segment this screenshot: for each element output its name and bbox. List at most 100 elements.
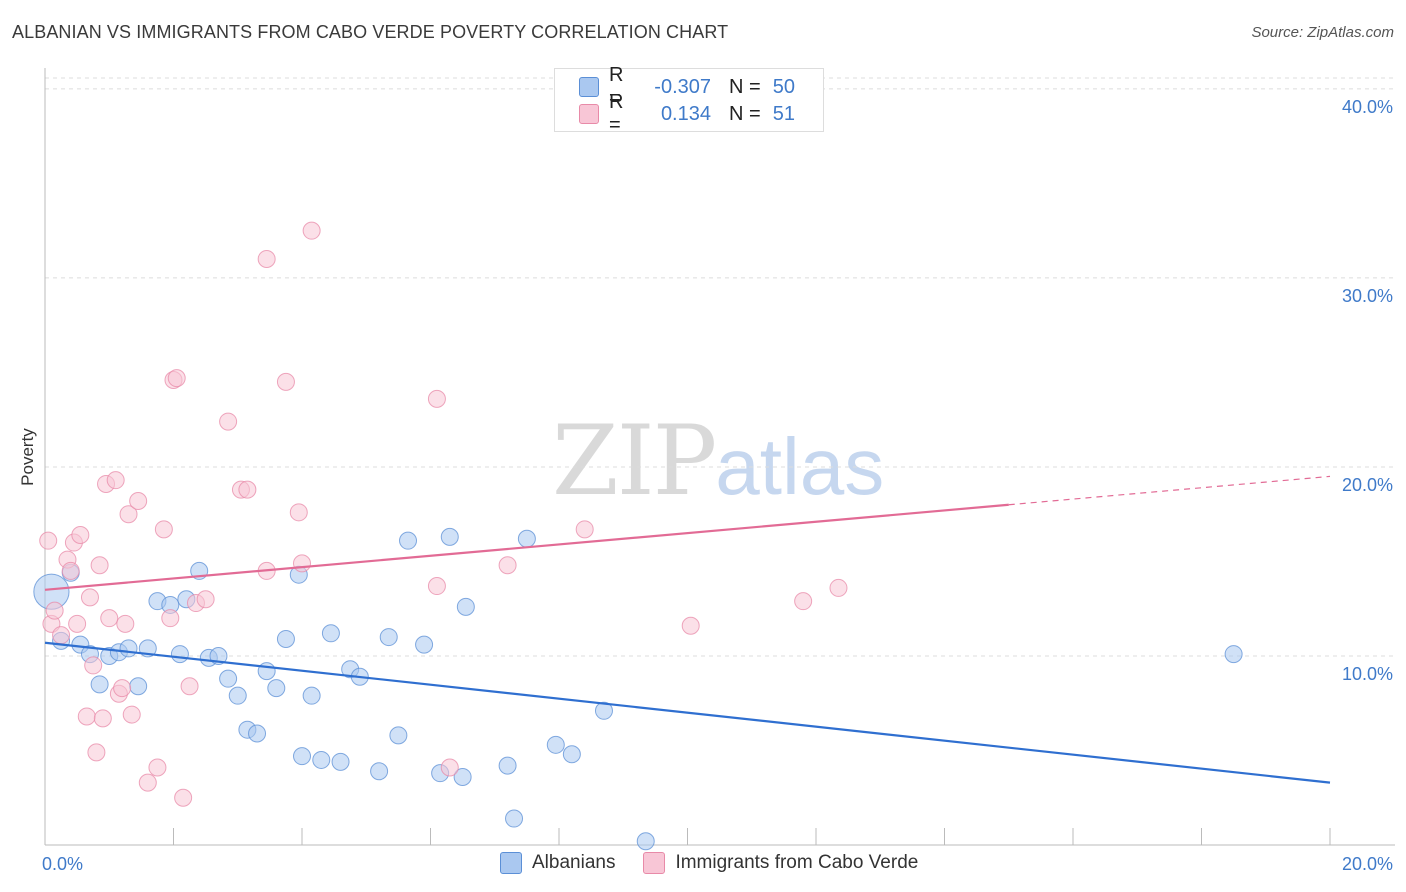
point-albanians: [379, 628, 398, 647]
point-cabo-verde: [167, 369, 186, 388]
y-tick-label: 30.0%: [1342, 286, 1393, 306]
point-cabo-verde: [100, 609, 119, 628]
r-value-cabo-verde: 0.134: [660, 102, 711, 125]
point-cabo-verde: [427, 389, 446, 408]
point-albanians: [594, 701, 613, 720]
point-cabo-verde: [829, 578, 848, 597]
point-albanians: [1224, 645, 1243, 664]
point-cabo-verde: [174, 788, 193, 807]
point-cabo-verde: [575, 520, 594, 539]
point-albanians: [170, 645, 189, 664]
n-label: N =: [729, 102, 761, 125]
r-value-albanians: -0.307: [654, 75, 711, 98]
point-cabo-verde: [293, 554, 311, 573]
legend-label-albanians: Albanians: [532, 852, 616, 873]
y-axis-label: Poverty: [18, 428, 37, 486]
point-cabo-verde: [129, 491, 148, 510]
point-albanians: [498, 756, 517, 775]
trendline-cabo-verde: [44, 503, 1009, 591]
point-cabo-verde: [113, 679, 132, 698]
point-cabo-verde: [148, 758, 167, 777]
point-cabo-verde: [138, 773, 157, 792]
point-albanians: [440, 527, 459, 546]
point-albanians: [219, 669, 238, 688]
point-albanians: [331, 752, 350, 771]
point-cabo-verde: [61, 561, 80, 580]
point-cabo-verde: [161, 609, 180, 628]
point-cabo-verde: [87, 743, 106, 762]
point-albanians: [119, 639, 138, 658]
albanians-swatch: [579, 77, 599, 97]
point-cabo-verde: [106, 471, 125, 490]
point-cabo-verde: [122, 705, 141, 724]
point-albanians: [129, 677, 148, 696]
point-cabo-verde: [39, 531, 58, 550]
point-cabo-verde: [238, 480, 257, 499]
point-albanians: [293, 747, 311, 766]
point-albanians: [302, 686, 321, 705]
trendline-albanians: [44, 641, 1331, 784]
stats-row-albanians: R = -0.307 N = 50: [579, 64, 795, 109]
point-cabo-verde: [302, 221, 321, 240]
point-albanians: [636, 832, 655, 851]
stats-legend: R = -0.307 N = 50 R = 0.134 N = 51: [554, 64, 824, 136]
cabo-verde-swatch: [579, 104, 599, 124]
point-albanians: [456, 597, 475, 616]
point-cabo-verde: [289, 503, 308, 522]
point-albanians: [453, 767, 472, 786]
point-cabo-verde: [681, 616, 700, 635]
y-tick-label: 20.0%: [1342, 475, 1393, 495]
point-albanians: [546, 735, 565, 754]
r-label: R =: [609, 64, 624, 109]
point-cabo-verde: [45, 601, 64, 620]
legend-item-cabo-verde[interactable]: Immigrants from Cabo Verde: [643, 852, 918, 874]
point-cabo-verde: [80, 588, 99, 607]
legend-label-cabo-verde: Immigrants from Cabo Verde: [675, 852, 919, 873]
point-albanians: [267, 679, 286, 698]
point-cabo-verde: [52, 626, 71, 645]
point-cabo-verde: [257, 250, 276, 269]
stats-row-cabo-verde: R = 0.134 N = 51: [579, 91, 795, 136]
point-cabo-verde: [119, 505, 138, 524]
point-albanians: [312, 750, 331, 769]
point-albanians: [321, 624, 340, 643]
x-tick-label: 20.0%: [1342, 854, 1393, 874]
point-cabo-verde: [71, 526, 90, 544]
albanians-legend-swatch: [500, 852, 522, 874]
point-cabo-verde: [498, 556, 517, 575]
point-cabo-verde: [180, 677, 199, 696]
n-value-albanians: 50: [772, 75, 795, 98]
point-albanians: [399, 531, 418, 550]
point-cabo-verde: [427, 577, 446, 596]
point-albanians: [505, 809, 524, 828]
series-legend: Albanians Immigrants from Cabo Verde: [500, 852, 946, 874]
legend-item-albanians[interactable]: Albanians: [500, 852, 615, 874]
point-cabo-verde: [219, 412, 238, 431]
chart-title: ALBANIAN VS IMMIGRANTS FROM CABO VERDE P…: [12, 22, 729, 42]
point-albanians: [248, 724, 267, 743]
point-cabo-verde: [440, 758, 459, 777]
trendline-cabo-verde-extension: [1008, 475, 1331, 506]
point-cabo-verde: [84, 656, 103, 675]
point-albanians: [562, 745, 581, 764]
point-cabo-verde: [196, 590, 215, 609]
cabo-verde-legend-swatch: [643, 852, 666, 874]
x-tick-label: 0.0%: [42, 854, 83, 874]
point-cabo-verde: [154, 520, 173, 539]
n-value-cabo-verde: 51: [772, 102, 795, 125]
point-cabo-verde: [794, 592, 813, 611]
source-label: Source: ZipAtlas.com: [1251, 24, 1394, 41]
point-cabo-verde: [276, 372, 295, 391]
point-albanians: [228, 686, 247, 705]
point-albanians: [276, 629, 295, 648]
n-label: N =: [729, 75, 761, 98]
point-albanians: [90, 675, 109, 694]
point-cabo-verde: [93, 709, 112, 728]
point-cabo-verde: [116, 614, 135, 633]
point-cabo-verde: [68, 614, 87, 633]
point-albanians: [517, 529, 536, 548]
y-tick-label: 10.0%: [1342, 664, 1393, 684]
point-albanians: [415, 635, 434, 654]
watermark-zip: ZIP: [552, 405, 717, 517]
